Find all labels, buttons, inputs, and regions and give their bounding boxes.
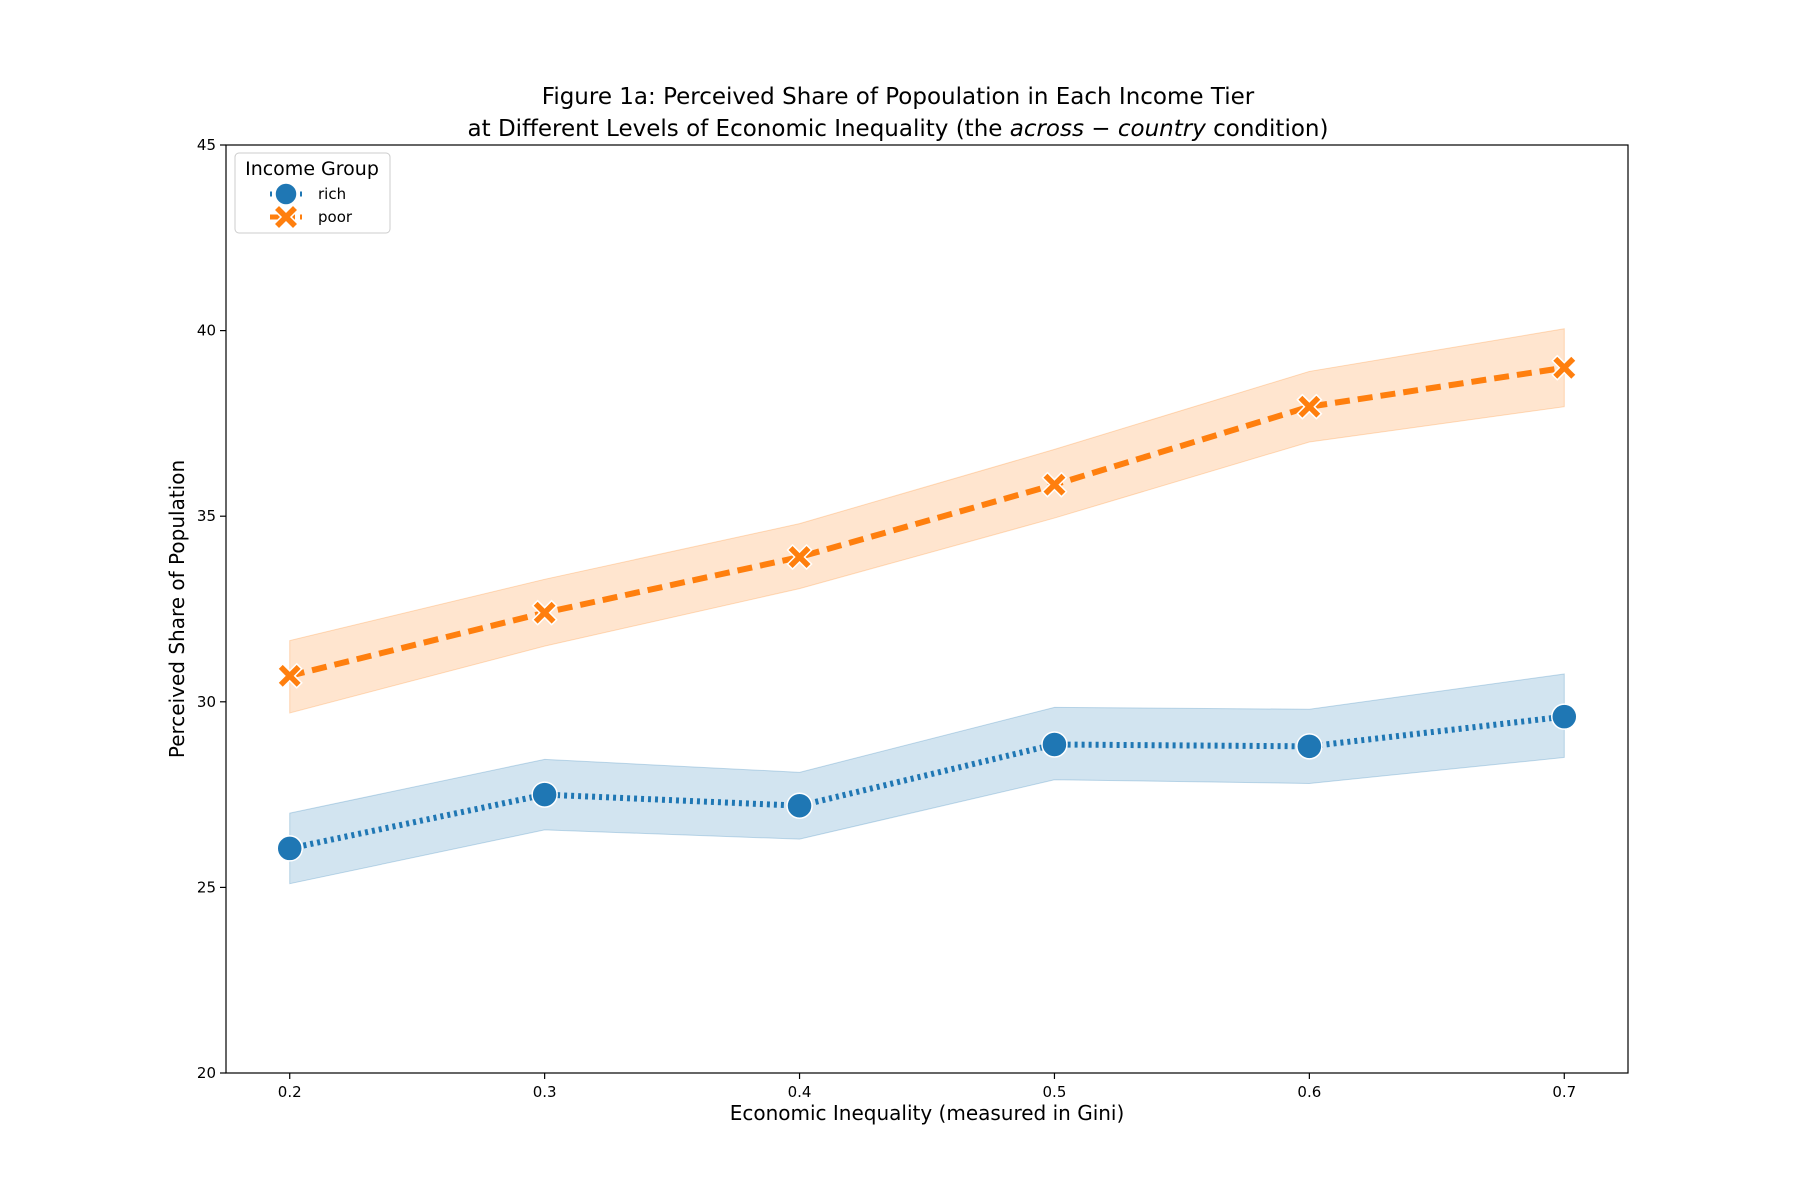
y-tick-label: 35 (197, 507, 216, 525)
x-axis-label: Economic Inequality (measured in Gini) (730, 1101, 1125, 1125)
confidence-band-rich (289, 673, 1565, 885)
x-tick-label: 0.4 (788, 1083, 812, 1101)
x-tick-label: 0.6 (1297, 1083, 1321, 1101)
data-point-poor (786, 543, 813, 571)
legend-poor-label: poor (318, 208, 353, 226)
legend-poor-marker (272, 203, 300, 231)
plot-frame (225, 144, 1629, 1074)
data-point-rich (1296, 733, 1323, 760)
y-tick-label: 25 (197, 878, 216, 896)
data-point-poor (1551, 354, 1578, 381)
data-point-poor (531, 599, 558, 626)
x-tick-label: 0.5 (1043, 1083, 1067, 1101)
series-line-rich (289, 713, 1565, 852)
legend-rich-marker (274, 182, 298, 206)
chart-title-line2-italic: across − country (1010, 116, 1206, 142)
legend-entry-rich: rich (270, 182, 346, 206)
data-point-rich (786, 792, 813, 819)
chart-title-line2: at Different Levels of Economic Inequali… (468, 116, 1329, 142)
legend-box (234, 152, 391, 234)
data-point-rich (531, 781, 558, 808)
chart-title-line2-start: at Different Levels of Economic Inequali… (468, 116, 1010, 142)
data-point-rich (1041, 731, 1068, 758)
x-tick-label: 0.3 (533, 1083, 557, 1101)
series-line-poor (289, 364, 1565, 679)
legend-rich-label: rich (318, 185, 346, 203)
data-point-rich (1551, 703, 1578, 730)
y-axis-label: Perceived Share of Population (165, 460, 189, 758)
legend-title: Income Group (245, 158, 379, 180)
legend-entry-poor: poor (270, 203, 353, 231)
data-point-poor (276, 662, 303, 689)
y-tick-label: 20 (197, 1064, 216, 1082)
y-tick-label: 30 (197, 693, 216, 711)
y-tick-label: 40 (197, 322, 216, 340)
x-tick-label: 0.2 (278, 1083, 302, 1101)
data-point-poor (1296, 393, 1323, 420)
plot-area: 0.2 0.3 0.4 0.5 0.6 0.7 20 25 30 35 40 45 (197, 136, 1578, 1101)
x-tick-label: 0.7 (1552, 1083, 1576, 1101)
data-point-rich (276, 835, 303, 862)
y-tick-label: 45 (197, 136, 216, 154)
chart-title-line1: Figure 1a: Perceived Share of Popoulatio… (542, 84, 1255, 110)
legend: Income Group rich poor (234, 152, 391, 234)
data-point-poor (1041, 471, 1068, 498)
chart-title-line2-end: condition) (1206, 116, 1329, 142)
